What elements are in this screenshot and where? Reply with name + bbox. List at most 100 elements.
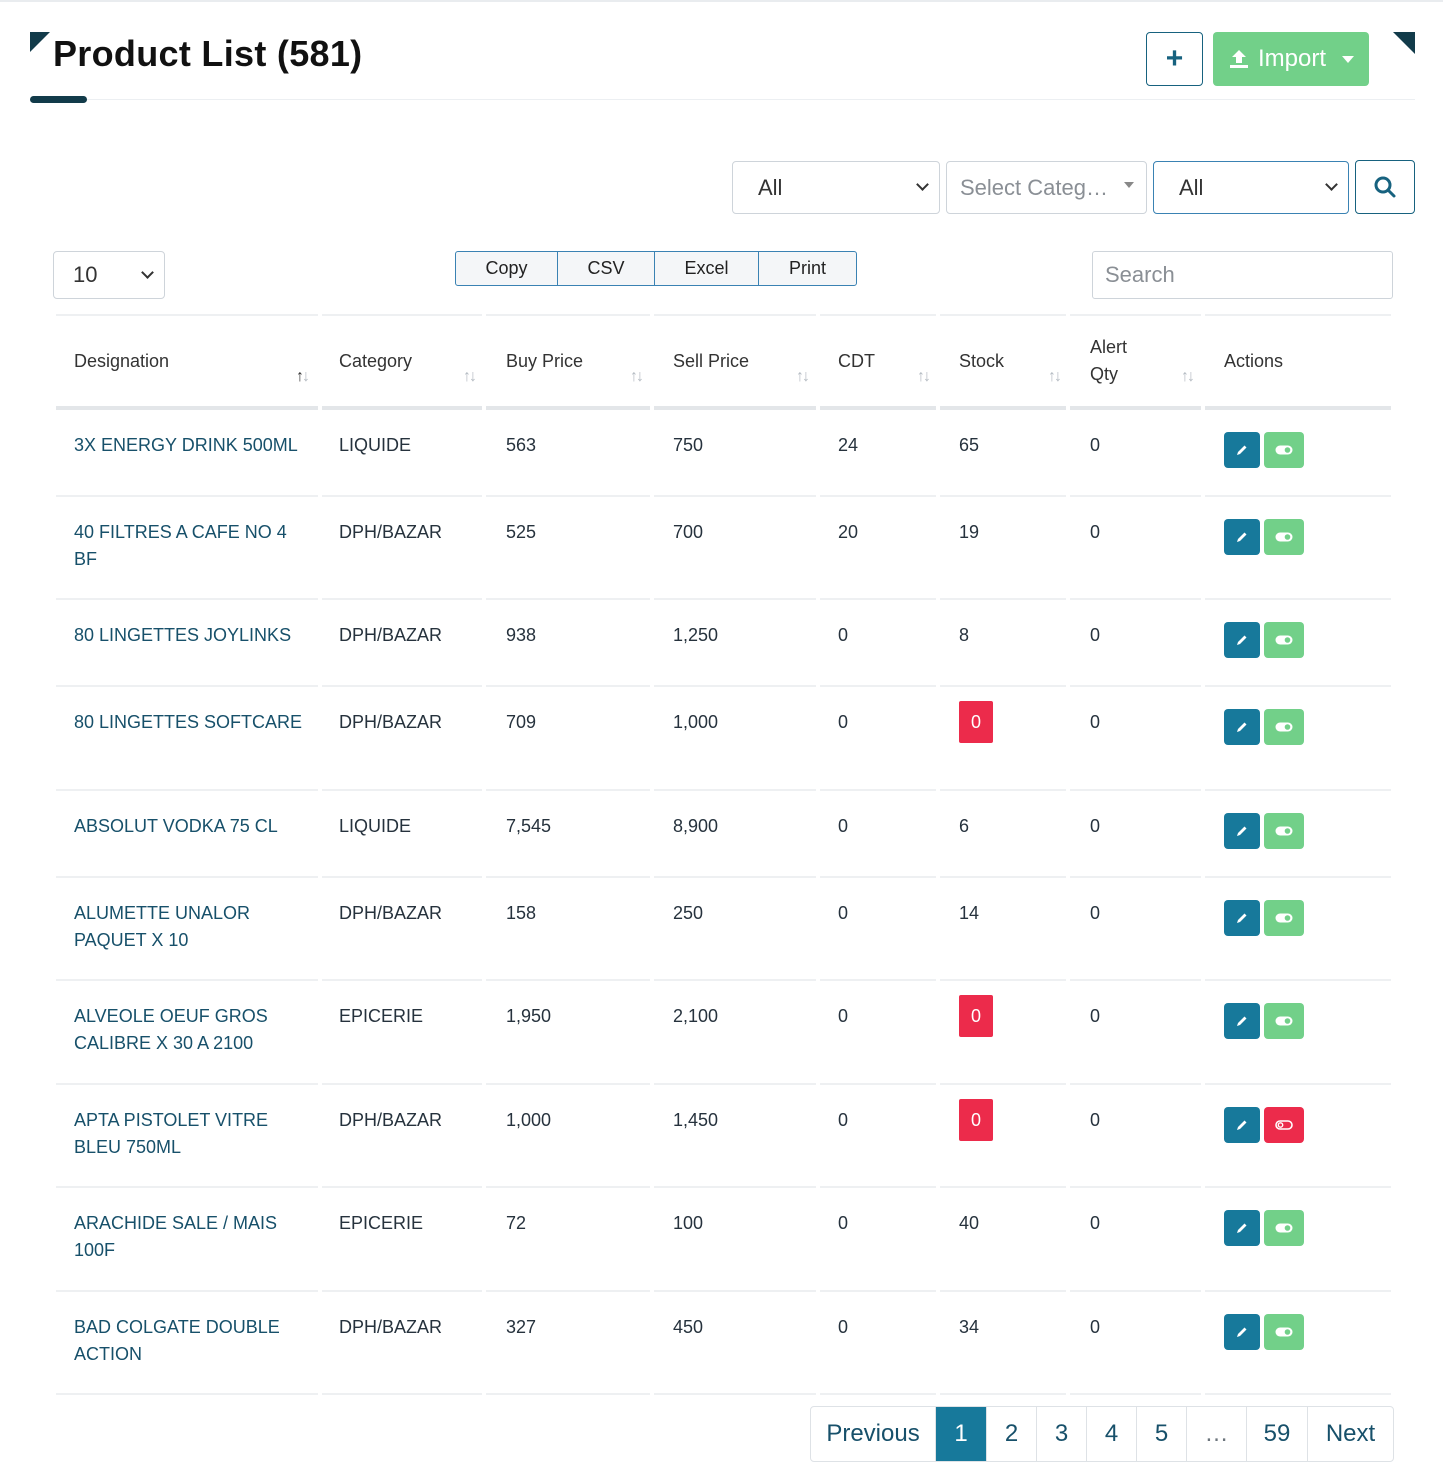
status-toggle-button[interactable] [1264,709,1304,745]
cell-stock: 19 [959,522,980,542]
status-toggle-button[interactable] [1264,1314,1304,1350]
page-link-5[interactable]: 5 [1137,1407,1187,1461]
pencil-icon [1235,1325,1249,1339]
cell-designation[interactable]: 3X ENERGY DRINK 500ML [74,435,298,455]
table-row: APTA PISTOLET VITRE BLEU 750ML DPH/BAZAR 1… [56,1085,1391,1188]
sort-icon: ↑↓ [463,368,477,385]
cell-buy-price: 72 [506,1213,527,1233]
import-dropdown-button[interactable]: Import [1213,32,1369,86]
column-header-label: Category [339,350,413,371]
column-header-buy-price[interactable]: Buy Price ↑↓ [506,316,652,406]
cell-cdt: 20 [838,522,859,542]
sort-icon: ↑↓ [1048,368,1062,385]
toggle-on-icon [1275,722,1293,732]
previous-page-button[interactable]: Previous [811,1407,936,1461]
table-row: ALUMETTE UNALOR PAQUET X 10 DPH/BAZAR 158 2… [56,878,1391,981]
cell-cdt: 0 [838,1110,849,1130]
page-link-3[interactable]: 3 [1037,1407,1087,1461]
copy-button[interactable]: Copy [456,252,558,285]
edit-button[interactable] [1224,519,1260,555]
column-header-sell-price[interactable]: Sell Price ↑↓ [673,316,818,406]
column-separator [1201,314,1205,1476]
edit-button[interactable] [1224,1210,1260,1246]
cell-designation[interactable]: 80 LINGETTES SOFTCARE [74,712,303,732]
cell-designation[interactable]: APTA PISTOLET VITRE BLEU 750ML [74,1110,269,1157]
column-header-stock[interactable]: Stock ↑↓ [959,316,1070,406]
cell-designation[interactable]: 80 LINGETTES JOYLINKS [74,625,292,645]
cell-stock: 0 [959,1099,993,1141]
status-toggle-button[interactable] [1264,519,1304,555]
title-accent-bar [30,96,87,103]
pencil-icon [1235,1014,1249,1028]
column-header-designation[interactable]: Designation ↑↓ [74,316,318,406]
export-button-group: Copy CSV Excel Print [455,251,857,286]
table-row: ABSOLUT VODKA 75 CL LIQUIDE 7,545 8,900 0 6 0 [56,791,1391,878]
cell-designation[interactable]: ARACHIDE SALE / MAIS 100F [74,1213,278,1260]
toggle-off-icon [1275,1120,1293,1130]
cell-category: DPH/BAZAR [339,1110,443,1130]
cell-stock: 14 [959,903,980,923]
toggle-on-icon [1275,913,1293,923]
cell-sell-price: 1,000 [673,712,719,732]
page-link-1[interactable]: 1 [936,1407,987,1461]
status-toggle-button[interactable] [1264,432,1304,468]
status-toggle-button[interactable] [1264,1107,1304,1143]
column-header-cdt[interactable]: CDT ↑↓ [838,316,939,406]
sort-icon: ↑↓ [630,368,644,385]
edit-button[interactable] [1224,1107,1260,1143]
table-header: Designation ↑↓ Category ↑↓ Buy Price ↑↓ Sell P… [56,314,1391,410]
cell-sell-price: 450 [673,1317,704,1337]
cell-stock: 40 [959,1213,980,1233]
filter-search-button[interactable] [1355,160,1415,214]
cell-designation[interactable]: ABSOLUT VODKA 75 CL [74,816,278,836]
row-actions [1224,1107,1304,1143]
chevron-down-icon [141,266,154,279]
cell-cdt: 0 [838,625,849,645]
print-button[interactable]: Print [788,258,826,278]
edit-button[interactable] [1224,622,1260,658]
csv-button[interactable]: CSV [558,252,655,285]
cell-category: DPH/BAZAR [339,712,443,732]
category-filter-select[interactable]: Select Categ… [946,161,1147,214]
type-filter-select[interactable]: All [1153,161,1349,214]
status-toggle-button[interactable] [1264,900,1304,936]
edit-button[interactable] [1224,1003,1260,1039]
cell-alert-qty: 0 [1090,1317,1101,1337]
page-link-2[interactable]: 2 [987,1407,1037,1461]
edit-button[interactable] [1224,432,1260,468]
column-header-category[interactable]: Category ↑↓ [339,316,485,406]
cell-designation[interactable]: BAD COLGATE DOUBLE ACTION [74,1317,280,1364]
cell-alert-qty: 0 [1090,1213,1101,1233]
status-toggle-button[interactable] [1264,813,1304,849]
column-header-actions: Actions [1224,316,1391,406]
row-actions [1224,1314,1304,1350]
caret-down-icon [1342,55,1354,63]
page-link-4[interactable]: 4 [1087,1407,1137,1461]
cell-buy-price: 158 [506,903,537,923]
status-filter-select[interactable]: All [732,161,940,214]
cell-stock: 6 [959,816,970,836]
status-toggle-button[interactable] [1264,1003,1304,1039]
status-toggle-button[interactable] [1264,622,1304,658]
cell-designation[interactable]: 40 FILTRES A CAFE NO 4 BF [74,522,287,569]
title-divider [30,99,1415,100]
edit-button[interactable] [1224,709,1260,745]
row-actions [1224,1003,1304,1039]
next-page-button[interactable]: Next [1325,1420,1376,1447]
add-product-button[interactable]: + [1146,32,1203,86]
cell-category: EPICERIE [339,1213,424,1233]
edit-button[interactable] [1224,900,1260,936]
cell-buy-price: 7,545 [506,816,552,836]
status-toggle-button[interactable] [1264,1210,1304,1246]
cell-designation[interactable]: ALUMETTE UNALOR PAQUET X 10 [74,903,251,950]
edit-button[interactable] [1224,813,1260,849]
excel-button[interactable]: Excel [655,252,759,285]
column-separator [482,314,486,1476]
cell-designation[interactable]: ALVEOLE OEUF GROS CALIBRE X 30 A 2100 [74,1006,268,1053]
table-search-input[interactable] [1092,251,1393,299]
row-actions [1224,622,1304,658]
column-header-alert-qty[interactable]: Alert Qty ↑↓ [1090,316,1203,406]
page-link-59[interactable]: 59 [1247,1407,1308,1461]
edit-button[interactable] [1224,1314,1260,1350]
page-length-select[interactable]: 10 [53,251,165,299]
